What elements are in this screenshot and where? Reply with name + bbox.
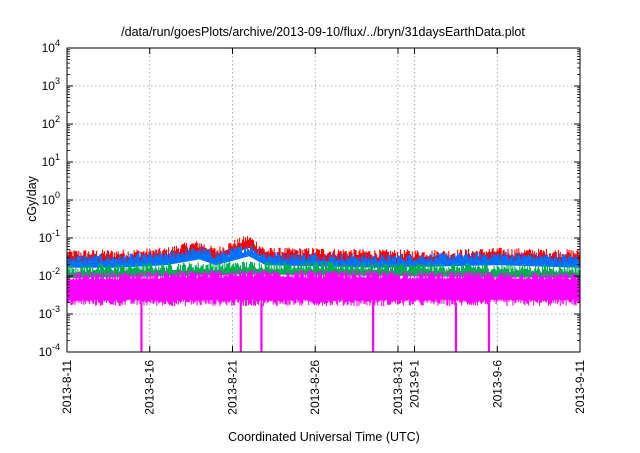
y-tick-label: 10-4 [39,342,60,359]
x-tick-label: 2013-9-6 [490,360,504,408]
y-axis-label: cGy/day [25,175,39,222]
ticks: 10-4 10-3 10-2 10-1 100 101 102 103 104 2013-8-11… [39,38,587,415]
data-layer [66,236,581,352]
x-tick-label: 2013-9-11 [573,360,587,414]
y-tick-label: 103 [42,76,60,93]
y-tick-label: 101 [42,152,60,169]
x-tick-label: 2013-8-31 [391,360,405,415]
y-tick-label: 100 [42,190,60,207]
x-tick-label: 2013-8-11 [60,360,74,414]
x-tick-label: 2013-8-16 [143,360,157,415]
y-tick-label: 10-3 [39,304,60,321]
chart-title: /data/run/goesPlots/archive/2013-09-10/f… [121,25,525,39]
y-tick-label: 102 [42,114,60,131]
x-tick-label: 2013-9-1 [408,360,422,408]
x-tick-label: 2013-8-21 [225,360,239,415]
x-tick-label: 2013-8-26 [308,360,322,415]
y-tick-label: 104 [42,38,60,55]
series-3 [66,269,581,352]
x-axis-label: Coordinated Universal Time (UTC) [228,430,420,444]
y-tick-label: 10-2 [39,266,60,283]
y-tick-label: 10-1 [39,228,60,245]
